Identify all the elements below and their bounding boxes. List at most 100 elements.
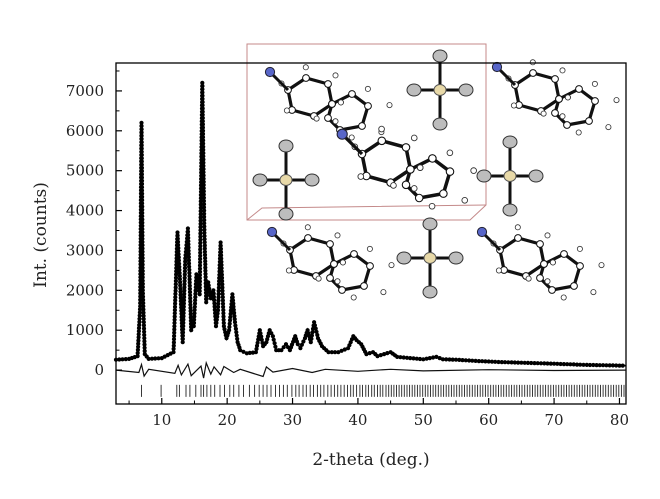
observed-point	[200, 109, 205, 114]
observed-point	[548, 361, 553, 366]
hydrogen-atom	[334, 232, 341, 239]
observed-point	[182, 288, 187, 293]
observed-point	[532, 361, 537, 366]
observed-point	[200, 84, 205, 89]
observed-point	[183, 262, 188, 267]
observed-point	[398, 355, 403, 360]
observed-point	[201, 141, 206, 146]
observed-point	[200, 103, 205, 108]
carbon-atom	[576, 262, 584, 270]
observed-point	[202, 224, 207, 229]
observed-point	[193, 295, 198, 300]
observed-point	[220, 279, 225, 284]
metal-halide-anion	[396, 217, 464, 299]
observed-point	[431, 355, 436, 360]
observed-point	[212, 304, 217, 309]
observed-point	[186, 258, 191, 263]
observed-point	[591, 362, 596, 368]
observed-point	[140, 259, 145, 264]
observed-point	[281, 345, 286, 350]
observed-point	[197, 269, 203, 274]
hydrogen-atom	[386, 102, 393, 109]
observed-point	[182, 291, 187, 296]
observed-point	[496, 359, 501, 365]
hydrogen-atom	[332, 72, 339, 79]
observed-point	[139, 140, 144, 145]
observed-point	[542, 361, 547, 366]
observed-point	[421, 357, 426, 362]
observed-point	[312, 320, 317, 325]
carbon-atom	[551, 75, 559, 83]
observed-point	[192, 307, 197, 313]
observed-point	[202, 227, 207, 232]
observed-point	[197, 285, 202, 290]
observed-point	[219, 253, 224, 258]
observed-point	[216, 282, 222, 287]
carbon-atom	[529, 69, 537, 77]
observed-point	[201, 167, 206, 172]
observed-point	[140, 204, 145, 209]
observed-point	[201, 192, 206, 197]
hydrogen-atom	[350, 294, 357, 301]
observed-point	[176, 242, 181, 248]
observed-point	[171, 340, 176, 345]
observed-point	[197, 276, 202, 281]
unit-cell-front	[246, 43, 487, 221]
observed-point	[200, 119, 205, 124]
y-tick-label: 6000	[66, 122, 104, 140]
observed-point	[610, 363, 616, 368]
observed-point	[172, 330, 177, 335]
x-tick-label: 70	[545, 411, 564, 429]
observed-point	[171, 337, 177, 342]
observed-point	[140, 217, 145, 222]
observed-point	[197, 292, 202, 297]
carbon-atom	[514, 234, 522, 242]
carbon-atom	[551, 109, 559, 117]
hydrogen-atom	[313, 115, 320, 122]
observed-point	[137, 313, 142, 318]
observed-point	[326, 350, 331, 355]
series-layer	[113, 80, 627, 397]
observed-point	[201, 195, 206, 200]
observed-point	[273, 344, 278, 349]
observed-point	[301, 339, 306, 344]
observed-point	[178, 280, 183, 285]
observed-point	[198, 231, 203, 236]
observed-point	[313, 326, 318, 331]
carbon-atom	[563, 121, 571, 129]
observed-point	[295, 342, 300, 347]
observed-point	[181, 301, 186, 306]
y-axis-title: Int. (counts)	[31, 182, 51, 288]
observed-point	[197, 279, 202, 284]
observed-point	[473, 358, 478, 363]
observed-point	[173, 301, 178, 306]
observed-point	[177, 261, 182, 266]
carbon-atom	[338, 286, 346, 294]
observed-point	[140, 278, 145, 283]
observed-point	[200, 90, 205, 95]
hydrogen-atom	[605, 124, 612, 131]
observed-point	[198, 260, 203, 265]
observed-point	[140, 210, 145, 216]
observed-point	[139, 185, 145, 190]
hydrogen-atom	[564, 94, 571, 101]
observed-point	[247, 350, 252, 355]
observed-point	[256, 337, 261, 342]
observed-point	[617, 363, 622, 368]
observed-point	[228, 315, 233, 320]
carbon-atom	[540, 260, 548, 268]
observed-point	[502, 360, 508, 365]
observed-point	[172, 320, 177, 326]
hydrogen-atom	[514, 224, 521, 231]
observed-point	[186, 239, 191, 244]
hydrogen-atom	[613, 97, 620, 104]
hydrogen-atom	[285, 267, 292, 274]
observed-point	[178, 292, 183, 298]
observed-point	[139, 133, 144, 138]
observed-point	[181, 311, 186, 316]
observed-point	[216, 301, 221, 306]
carbon-atom	[560, 250, 568, 258]
observed-point	[444, 357, 449, 362]
halogen-atom	[278, 207, 294, 221]
observed-point	[139, 181, 145, 187]
